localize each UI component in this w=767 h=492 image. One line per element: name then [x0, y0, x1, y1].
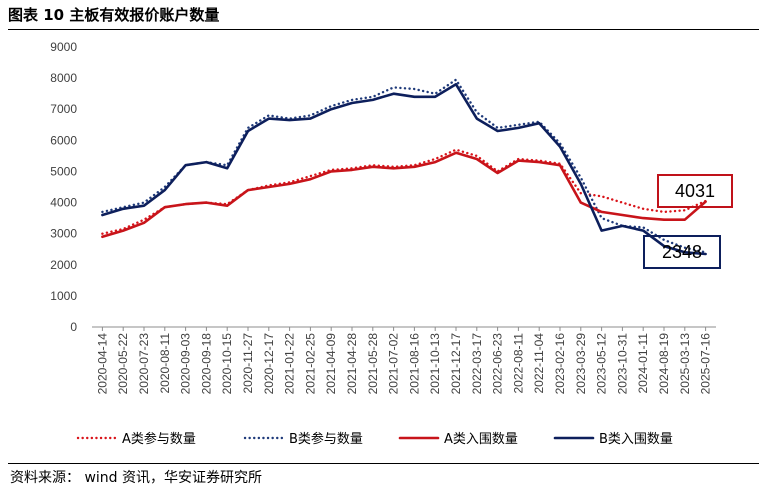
legend-label: A类参与数量: [122, 431, 196, 447]
x-tick-label: 2023-03-29: [574, 333, 588, 395]
x-tick-label: 2024-08-19: [657, 333, 671, 395]
x-tick-label: 2020-12-17: [262, 333, 276, 395]
x-tick-label: 2020-08-11: [158, 333, 172, 394]
x-tick-label: 2024-01-11: [636, 333, 650, 394]
x-tick-label: 2023-05-12: [595, 333, 609, 395]
y-tick-label: 7000: [50, 102, 77, 116]
x-tick-label: 2021-04-09: [324, 333, 338, 395]
y-tick-label: 5000: [50, 164, 77, 178]
x-tick-label: 2022-06-23: [491, 333, 505, 395]
source-rule: [8, 463, 759, 464]
series-line-1: [101, 148, 707, 235]
x-tick-label: 2020-09-03: [179, 333, 193, 395]
x-tick-label: 2022-03-17: [470, 333, 484, 395]
x-tick-label: 2021-07-02: [387, 333, 401, 395]
y-tick-label: 1000: [50, 289, 77, 303]
title-rule: [8, 29, 759, 30]
annotation-box-b: [643, 235, 721, 269]
x-tick-label: 2021-05-28: [366, 333, 380, 395]
x-tick-label: 2020-10-15: [220, 333, 234, 395]
figure-title: 图表 10 主板有效报价账户数量: [8, 6, 220, 24]
x-tick-label: 2021-08-16: [407, 333, 421, 395]
x-tick-label: 2025-03-13: [678, 333, 692, 395]
legend-label: B类参与数量: [289, 431, 363, 447]
x-tick-label: 2020-11-27: [241, 333, 255, 394]
y-tick-label: 8000: [50, 71, 77, 85]
x-tick-label: 2021-12-17: [449, 333, 463, 395]
chart-annotations: 4031 2348: [643, 174, 733, 269]
y-tick-label: 9000: [50, 40, 77, 54]
series-line-4: [101, 83, 707, 256]
x-tick-label: 2023-02-16: [553, 333, 567, 395]
annotation-label-b: 2348: [662, 242, 702, 262]
y-tick-label: 6000: [50, 133, 77, 147]
x-tick-label: 2022-08-11: [511, 333, 525, 394]
y-tick-label: 4000: [50, 196, 77, 210]
source-note: 资料来源： wind 资讯，华安证券研究所: [10, 470, 262, 486]
series-line-3: [101, 151, 707, 239]
y-tick-label: 3000: [50, 227, 77, 241]
legend-label: A类入围数量: [444, 432, 518, 447]
chart-series: [101, 78, 707, 256]
x-tick-label: 2020-05-22: [116, 333, 130, 395]
legend-label: B类入围数量: [599, 432, 673, 447]
x-tick-label: 2023-10-31: [615, 333, 629, 395]
x-tick-label: 2020-04-14: [95, 333, 109, 395]
x-tick-label: 2020-09-18: [199, 333, 213, 395]
chart-axes: 0 1000 2000 3000 4000 5000 6000 7000 8000 9000 202…: [50, 40, 716, 394]
y-tick-label: 2000: [50, 258, 77, 272]
x-tick-label: 2021-02-25: [303, 333, 317, 395]
annotation-box-a: [657, 174, 733, 208]
x-tick-label: 2025-07-16: [699, 333, 713, 395]
x-tick-label: 2020-07-23: [137, 333, 151, 395]
y-tick-label: 0: [70, 320, 77, 334]
chart-legend: A类参与数量 B类参与数量 A类入围数量 B类入围数量: [76, 431, 673, 447]
x-tick-label: 2022-11-04: [532, 333, 546, 394]
annotation-label-a: 4031: [675, 181, 715, 201]
x-tick-label: 2021-10-13: [428, 333, 442, 395]
x-tick-label: 2021-01-22: [283, 333, 297, 395]
x-tick-label: 2021-04-28: [345, 333, 359, 395]
